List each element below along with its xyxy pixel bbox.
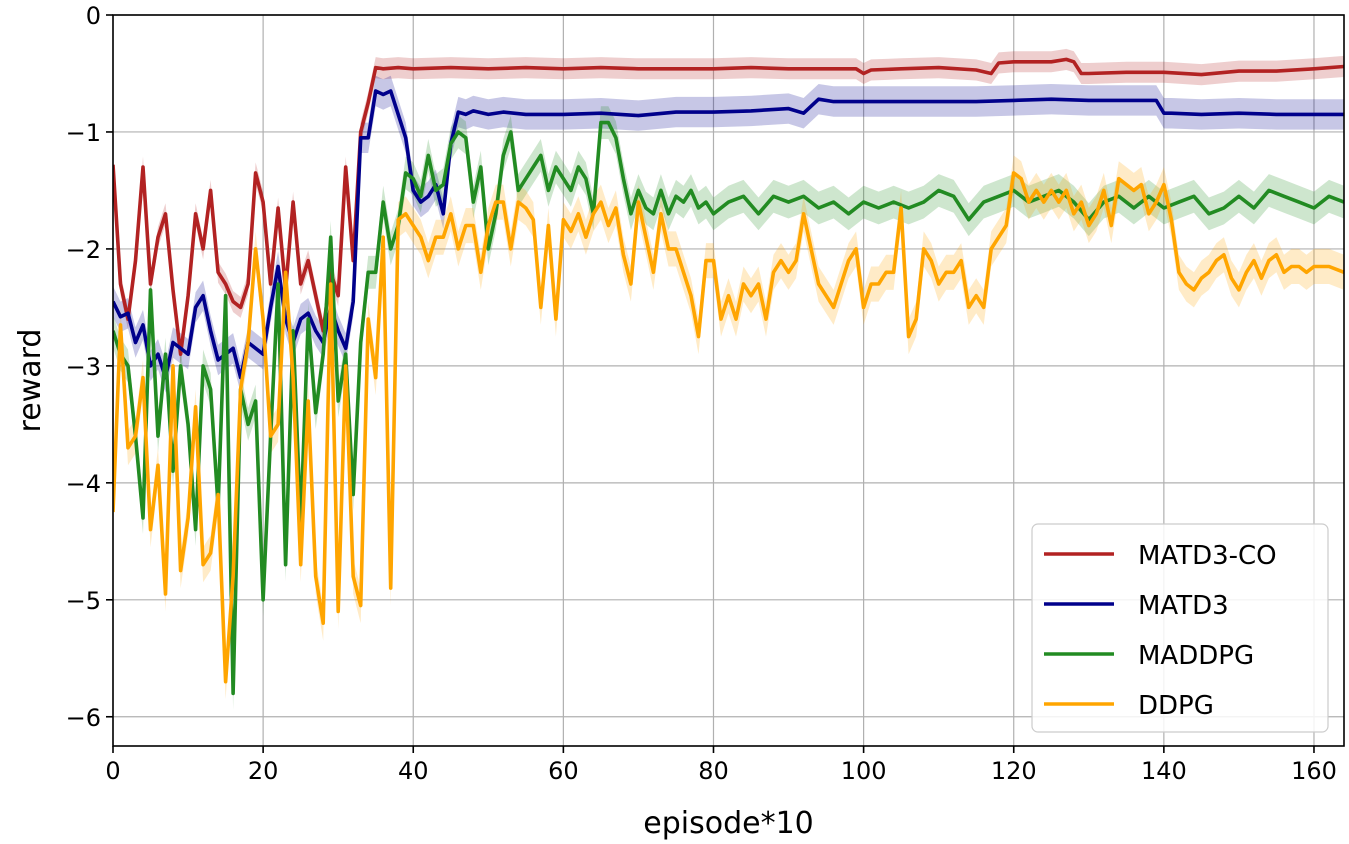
legend-label-ddpg: DDPG [1138,691,1214,721]
y-axis-ticks: 0 −1 −2 −3 −4 −5 −6 [66,2,113,732]
y-axis-title: reward [13,329,48,433]
x-tick-label: 100 [841,757,887,785]
y-tick-label: −1 [66,119,101,147]
series-lines [113,57,1344,696]
legend: MATD3-CO MATD3 MADDPG DDPG [1031,523,1329,733]
series-line-maddpg [113,120,1344,696]
legend-label-matd3: MATD3 [1138,591,1229,621]
band-matd3-co [113,48,1344,365]
x-tick-label: 0 [105,757,120,785]
series-line-matd3-co [113,57,1344,357]
x-tick-label: 20 [248,757,279,785]
y-tick-label: −6 [66,704,101,732]
series-line-matd3 [113,89,1344,380]
legend-label-matd3-co: MATD3-CO [1138,541,1277,571]
x-axis-title: episode*10 [643,806,814,841]
y-tick-label: 0 [86,2,101,30]
x-tick-label: 140 [1141,757,1187,785]
x-tick-label: 120 [991,757,1037,785]
legend-box [1031,523,1329,733]
series-line-ddpg [113,171,1344,684]
x-tick-label: 80 [698,757,729,785]
x-tick-label: 160 [1291,757,1337,785]
y-tick-label: −2 [66,236,101,264]
x-tick-label: 60 [548,757,579,785]
legend-label-maddpg: MADDPG [1138,641,1254,671]
y-tick-label: −4 [66,470,101,498]
y-tick-label: −3 [66,353,101,381]
plot-frame [112,14,1345,747]
x-tick-label: 40 [398,757,429,785]
x-axis-ticks: 0 20 40 60 80 100 120 140 160 [105,746,1337,785]
y-tick-label: −5 [66,587,101,615]
